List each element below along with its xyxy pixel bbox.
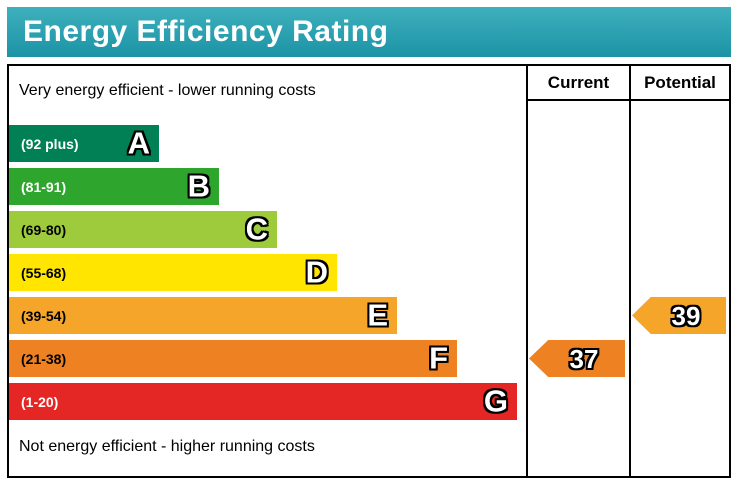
current-column-header: Current [528, 66, 629, 101]
band-range-label: (69-80) [21, 221, 67, 238]
band-range-label: (1-20) [21, 393, 59, 410]
band-bar-a: (92 plus) A [9, 125, 159, 162]
bottom-note: Not energy efficient - higher running co… [19, 438, 315, 455]
epc-rating-table: Very energy efficient - lower running co… [7, 64, 731, 478]
band-bar-d: (55-68) D [9, 254, 337, 291]
band-range-label: (55-68) [21, 264, 67, 281]
band-bar-g: (1-20) G [9, 383, 517, 420]
band-letter: D [305, 253, 328, 289]
potential-column: Potential [629, 66, 729, 476]
rating-bars: (92 plus) A (81-91) B (69-80) C (55-68) … [9, 125, 526, 426]
current-column: Current [526, 66, 629, 476]
rating-chart-area: Very energy efficient - lower running co… [9, 66, 526, 476]
current-rating-value: 37 [569, 343, 599, 374]
band-range-label: (21-38) [21, 350, 67, 367]
band-letter: G [483, 382, 508, 418]
band-bar-b: (81-91) B [9, 168, 219, 205]
band-letter: E [367, 296, 388, 332]
band-bar-c: (69-80) C [9, 211, 277, 248]
potential-rating-arrow: 39 [632, 297, 726, 334]
band-letter: A [127, 124, 150, 160]
band-range-label: (92 plus) [21, 135, 79, 152]
potential-rating-value: 39 [671, 300, 701, 331]
band-letter: F [429, 339, 448, 375]
band-bar-f: (21-38) F [9, 340, 457, 377]
top-note: Very energy efficient - lower running co… [19, 82, 316, 99]
page-title: Energy Efficiency Rating [23, 15, 389, 48]
band-letter: C [245, 210, 268, 246]
band-range-label: (81-91) [21, 178, 67, 195]
band-letter: B [187, 167, 210, 203]
current-rating-arrow: 37 [529, 340, 625, 377]
band-range-label: (39-54) [21, 307, 67, 324]
potential-column-header: Potential [631, 66, 729, 101]
title-banner: Energy Efficiency Rating [7, 7, 731, 57]
band-bar-e: (39-54) E [9, 297, 397, 334]
